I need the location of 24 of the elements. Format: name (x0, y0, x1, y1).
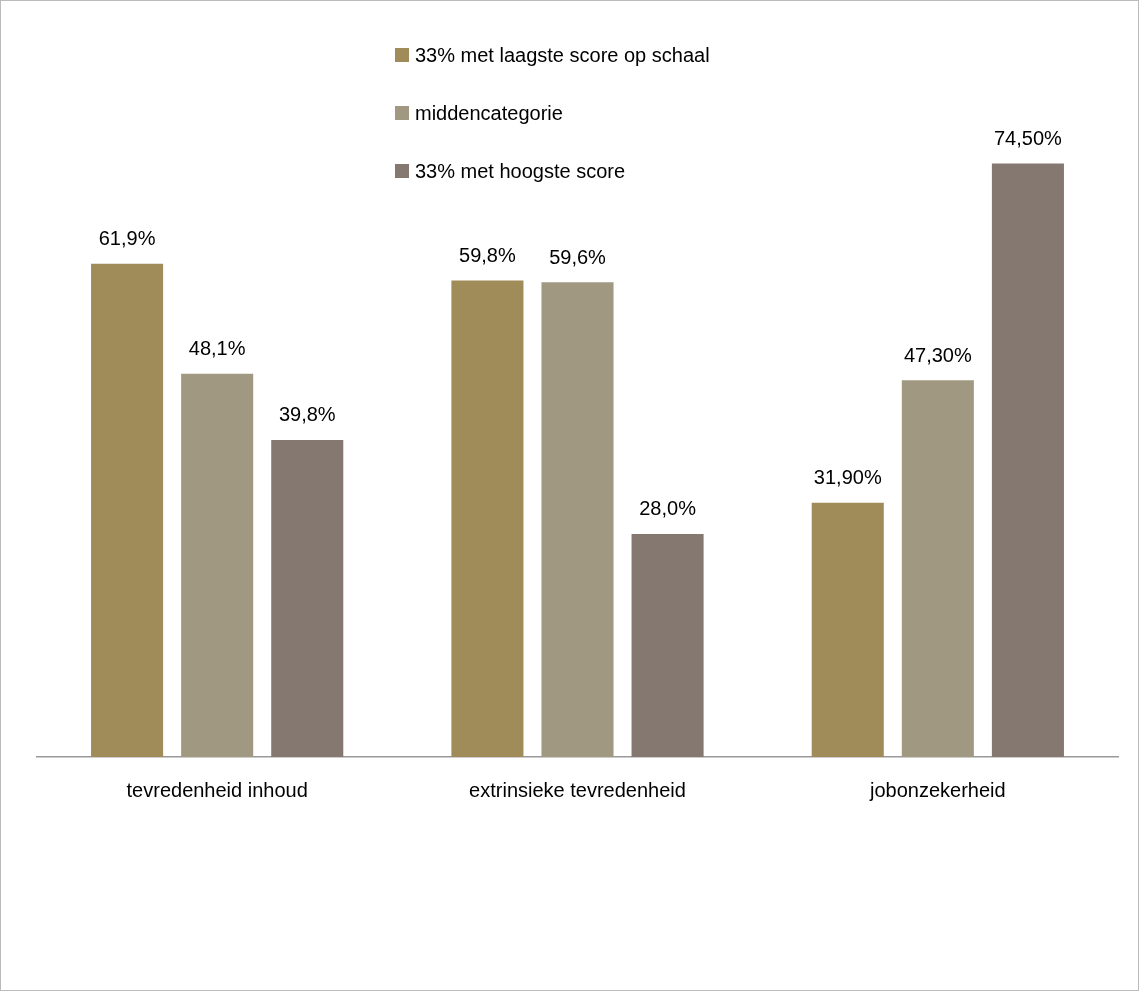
data-label: 48,1% (188, 337, 246, 360)
bar (181, 373, 254, 757)
data-label: 31,90% (813, 466, 882, 489)
data-label: 61,9% (98, 227, 156, 250)
data-label: 39,8% (278, 403, 336, 426)
data-label: 59,6% (549, 245, 607, 268)
bar (91, 263, 164, 757)
bar (541, 282, 614, 757)
x-tick-label: tevredenheid inhoud (126, 778, 308, 801)
data-label: 47,30% (903, 343, 972, 366)
x-tick-label: jobonzekerheid (869, 778, 1006, 801)
bar (271, 439, 344, 757)
legend-label: 33% met laagste score op schaal (415, 43, 710, 67)
bar (811, 502, 884, 757)
data-label: 28,0% (639, 497, 697, 520)
data-label: 74,50% (993, 127, 1063, 149)
bar (631, 533, 704, 757)
bar (901, 380, 974, 757)
legend-label: middencategorie (415, 101, 563, 125)
bar (451, 280, 524, 757)
legend-label: 33% met hoogste score (415, 159, 626, 183)
bar (991, 163, 1064, 757)
data-label: 59,8% (459, 244, 516, 267)
x-tick-label: extrinsieke tevredenheid (469, 778, 686, 801)
